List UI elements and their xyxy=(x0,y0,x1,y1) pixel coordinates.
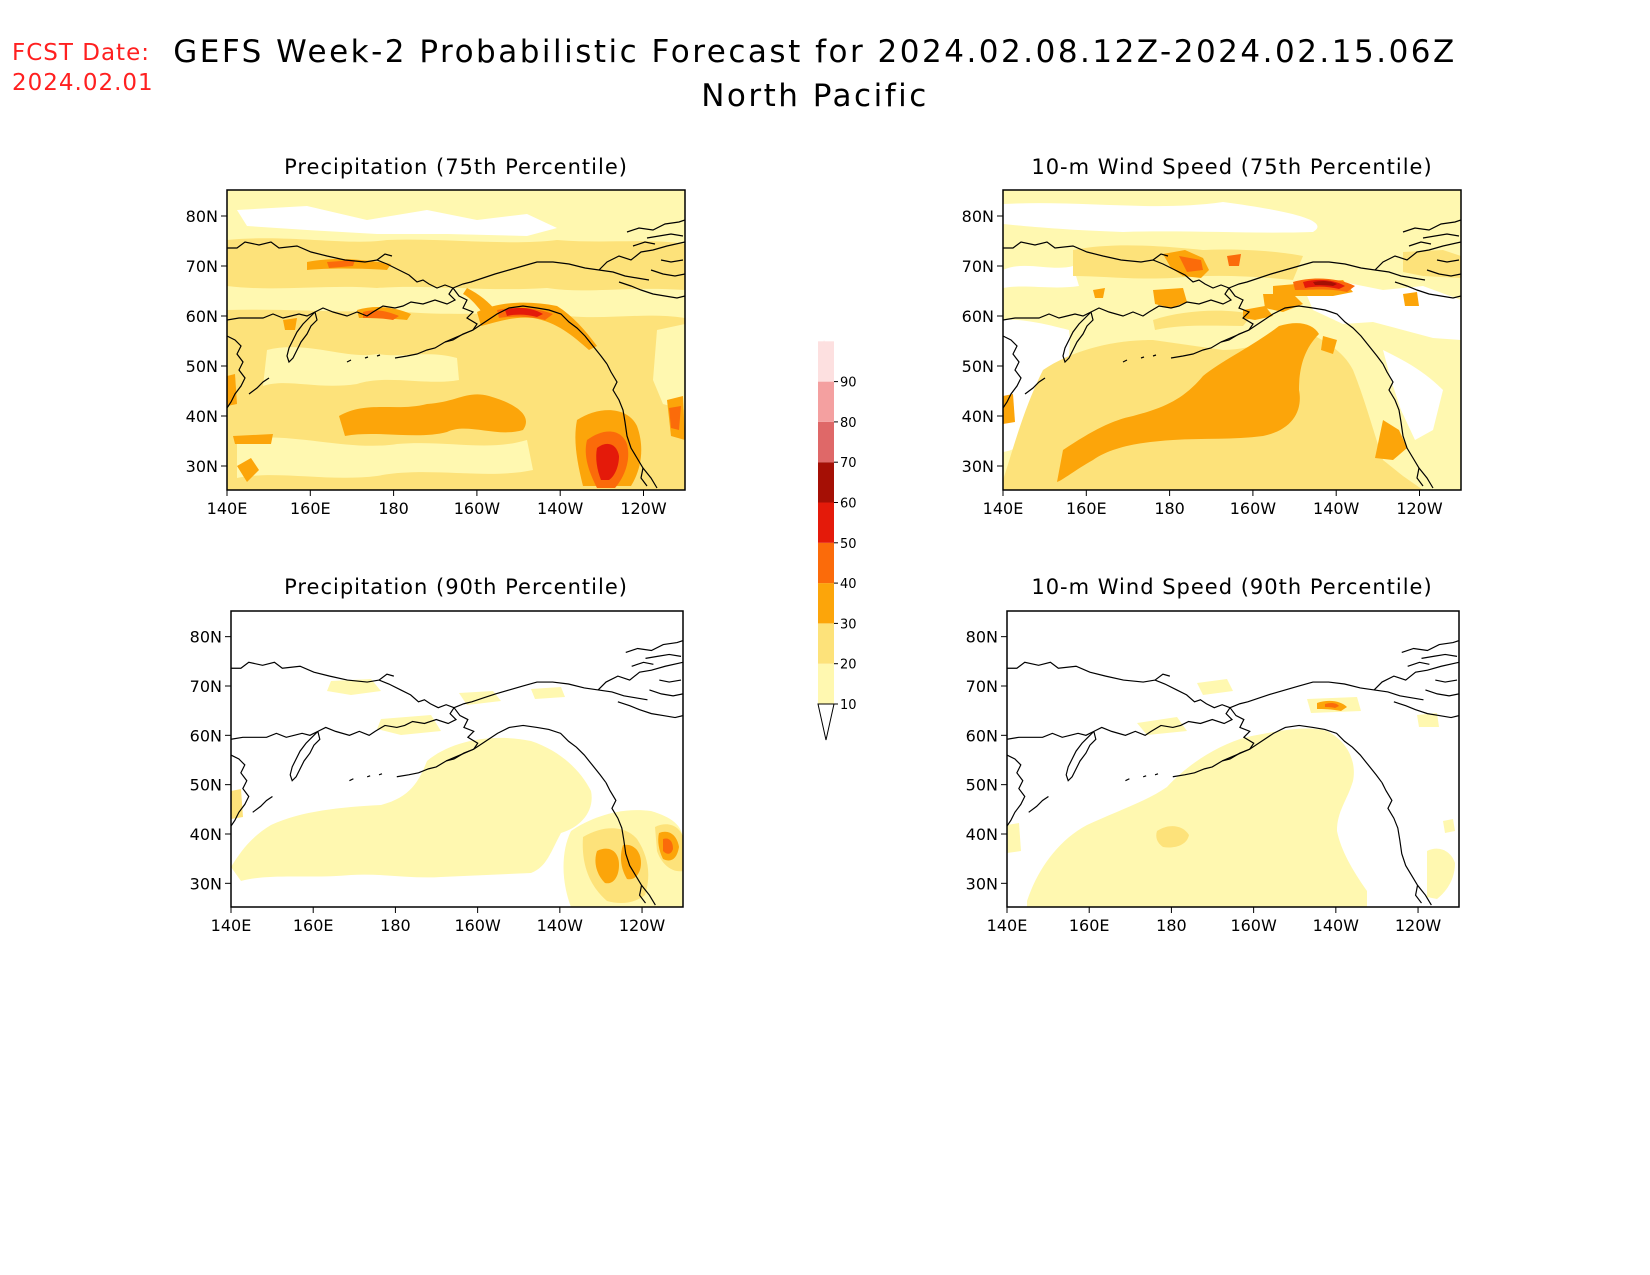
lat-tick-label-wind-90: 80N xyxy=(966,628,998,647)
colorbar-label: 80 xyxy=(840,416,857,431)
colorbar-box xyxy=(818,421,834,463)
colorbar-box xyxy=(818,462,834,503)
lon-tick-label-wind-90: 160E xyxy=(1069,916,1110,935)
lat-tick-label-wind-75: 40N xyxy=(962,407,994,426)
lon-tick-label-precip-90: 140E xyxy=(211,916,252,935)
panel-wind-90 xyxy=(1006,610,1460,908)
lon-tick-label-precip-75: 120W xyxy=(620,499,667,518)
colorbar-bottom-triangle xyxy=(817,703,835,741)
lon-tick-label-precip-75: 160W xyxy=(454,499,501,518)
lat-tick-label-precip-75: 30N xyxy=(186,457,218,476)
forecast-date-label: FCST Date: xyxy=(12,40,150,66)
lat-tick-label-precip-90: 70N xyxy=(190,677,222,696)
lat-tick-label-precip-75: 70N xyxy=(186,257,218,276)
lon-tick-label-precip-75: 140W xyxy=(537,499,584,518)
lat-tick-label-wind-75: 60N xyxy=(962,307,994,326)
lat-tick-label-precip-75: 40N xyxy=(186,407,218,426)
panel-title-precip-90: Precipitation (90th Percentile) xyxy=(284,575,628,599)
page-title: GEFS Week-2 Probabilistic Forecast for 2… xyxy=(120,30,1510,118)
colorbar-label: 20 xyxy=(840,658,857,673)
panel-precip-90 xyxy=(230,610,684,908)
lon-tick-label-precip-90: 120W xyxy=(619,916,666,935)
lon-tick-label-wind-90: 140E xyxy=(987,916,1028,935)
colorbar-box xyxy=(818,502,834,543)
lat-tick-label-wind-75: 30N xyxy=(962,457,994,476)
lon-tick-label-wind-75: 180 xyxy=(1154,499,1185,518)
lon-tick-label-precip-75: 180 xyxy=(378,499,409,518)
lon-tick-label-precip-90: 160W xyxy=(454,916,501,935)
title-line-2: North Pacific xyxy=(701,78,929,114)
lat-tick-label-precip-90: 50N xyxy=(190,776,222,795)
lat-tick-label-precip-90: 80N xyxy=(190,628,222,647)
lon-tick-label-wind-75: 160W xyxy=(1230,499,1277,518)
lat-tick-label-wind-90: 70N xyxy=(966,677,998,696)
lat-tick-label-precip-90: 30N xyxy=(190,874,222,893)
colorbar-box xyxy=(818,663,834,704)
lat-tick-label-precip-90: 60N xyxy=(190,726,222,745)
forecast-date: FCST Date: 2024.02.01 xyxy=(12,38,154,98)
lon-tick-label-precip-75: 160E xyxy=(290,499,331,518)
lon-tick-label-wind-75: 140W xyxy=(1313,499,1360,518)
lat-tick-label-wind-90: 60N xyxy=(966,726,998,745)
colorbar-label: 10 xyxy=(840,698,857,713)
lon-tick-label-wind-75: 140E xyxy=(983,499,1024,518)
lon-tick-label-precip-90: 160E xyxy=(293,916,334,935)
lon-tick-label-precip-90: 140W xyxy=(537,916,584,935)
lon-tick-label-wind-90: 180 xyxy=(1156,916,1187,935)
lon-tick-label-wind-75: 160E xyxy=(1066,499,1107,518)
colorbar-box xyxy=(818,341,834,382)
lon-tick-label-wind-75: 120W xyxy=(1396,499,1443,518)
colorbar-box xyxy=(818,542,834,584)
lat-tick-label-precip-75: 50N xyxy=(186,357,218,376)
colorbar-box xyxy=(818,623,834,664)
colorbar-label: 60 xyxy=(840,497,857,512)
panel-title-wind-75: 10-m Wind Speed (75th Percentile) xyxy=(1031,155,1432,179)
lon-tick-label-precip-90: 180 xyxy=(380,916,411,935)
colorbar: 10 20 30 40 50 60 70 80 90 xyxy=(817,340,857,741)
lon-tick-label-precip-75: 140E xyxy=(207,499,248,518)
colorbar-label: 50 xyxy=(840,537,857,552)
lon-tick-label-wind-90: 140W xyxy=(1313,916,1360,935)
colorbar-box xyxy=(818,381,834,422)
lon-tick-label-wind-90: 120W xyxy=(1395,916,1442,935)
title-line-1: GEFS Week-2 Probabilistic Forecast for 2… xyxy=(173,34,1457,70)
lon-tick-label-wind-90: 160W xyxy=(1230,916,1277,935)
colorbar-label: 40 xyxy=(840,577,857,592)
lat-tick-label-wind-90: 40N xyxy=(966,825,998,844)
lat-tick-label-wind-75: 80N xyxy=(962,207,994,226)
panel-title-precip-75: Precipitation (75th Percentile) xyxy=(284,155,628,179)
axis-ticks: 140E 160E 180 160W 140W 120W 80N 70N 60N 50N 40N 30… xyxy=(186,207,1443,935)
lat-tick-label-wind-75: 50N xyxy=(962,357,994,376)
lat-tick-label-precip-75: 60N xyxy=(186,307,218,326)
colorbar-label: 90 xyxy=(840,376,857,391)
lat-tick-label-precip-75: 80N xyxy=(186,207,218,226)
colorbar-box xyxy=(818,583,834,624)
forecast-date-value: 2024.02.01 xyxy=(12,70,154,96)
lat-tick-label-wind-90: 50N xyxy=(966,776,998,795)
lat-tick-label-precip-90: 40N xyxy=(190,825,222,844)
colorbar-label: 70 xyxy=(840,456,857,471)
panel-precip-75 xyxy=(226,189,686,491)
panel-wind-75 xyxy=(1002,189,1462,491)
lat-tick-label-wind-75: 70N xyxy=(962,257,994,276)
colorbar-label: 30 xyxy=(840,617,857,632)
lat-tick-label-wind-90: 30N xyxy=(966,874,998,893)
panel-title-wind-90: 10-m Wind Speed (90th Percentile) xyxy=(1031,575,1432,599)
